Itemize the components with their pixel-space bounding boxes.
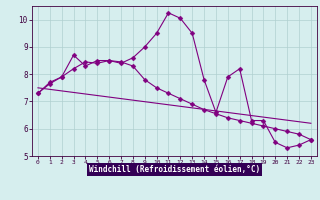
- X-axis label: Windchill (Refroidissement éolien,°C): Windchill (Refroidissement éolien,°C): [89, 165, 260, 174]
